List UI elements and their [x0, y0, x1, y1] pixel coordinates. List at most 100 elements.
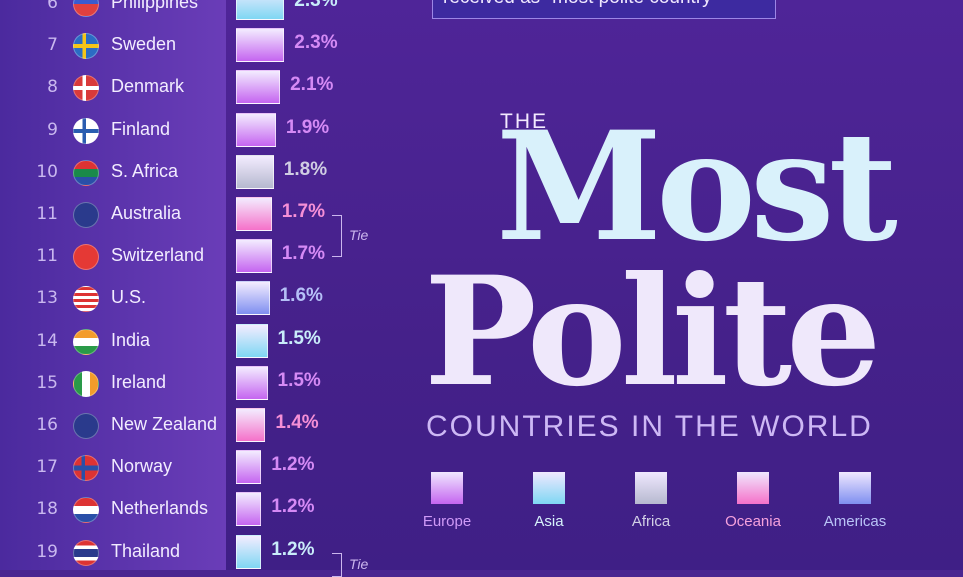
rank-label: 8: [47, 77, 58, 98]
rank-label: 9: [47, 119, 58, 140]
title-polite: Polite: [424, 244, 881, 420]
rank-label: 7: [47, 35, 58, 56]
flag-icon: [73, 286, 99, 313]
flag-icon: [73, 413, 99, 439]
flag-icon: [73, 244, 99, 271]
chart-row: 7 Sweden 2.3%: [0, 25, 420, 67]
chart-row: 8 Denmark 2.1%: [0, 67, 420, 109]
bar: [236, 408, 266, 442]
country-label: Ireland: [111, 371, 167, 392]
rank-label: 6: [47, 0, 58, 13]
legend-label: Africa: [631, 513, 671, 530]
rank-label: 18: [36, 499, 58, 520]
country-label: India: [111, 329, 151, 350]
chart-row: 11 Australia 1.7%: [0, 194, 420, 236]
bar: [236, 28, 285, 63]
country-label: Australia: [111, 203, 182, 223]
bar: [236, 239, 272, 274]
chart-row: 18 Netherlands 1.2%: [0, 489, 420, 531]
rank-label: 19: [36, 541, 58, 562]
value-label: 2.3%: [294, 32, 338, 54]
chart-row: 14 India 1.5%: [0, 321, 420, 363]
tie-label: Tie: [349, 227, 369, 244]
chart-row: 11 Switzerland 1.7%: [0, 236, 420, 278]
value-label: 1.4%: [275, 412, 319, 433]
legend-label: Oceania: [725, 513, 781, 530]
flag-icon: [73, 75, 99, 102]
legend-item: Asia: [504, 472, 594, 530]
value-label: 1.7%: [281, 201, 325, 222]
bar: [236, 323, 268, 358]
value-label: 1.2%: [271, 496, 315, 518]
legend-label: Americas: [823, 513, 887, 530]
value-label: 2.1%: [290, 74, 334, 96]
legend-item: Oceania: [708, 472, 798, 530]
ranking-panel: [0, 0, 226, 570]
flag-icon: [73, 497, 99, 524]
flag-icon: [73, 370, 99, 397]
legend-swatch: [737, 472, 769, 504]
flag-icon: [73, 202, 99, 228]
value-label: 1.5%: [277, 327, 321, 349]
chart-row: 13 U.S. 1.6%: [0, 278, 420, 320]
chart-row: 6 Philippines 2.3%: [0, 0, 420, 25]
country-label: S. Africa: [111, 160, 179, 181]
rank-label: 17: [36, 457, 58, 478]
country-label: Sweden: [111, 34, 177, 55]
country-label: Netherlands: [111, 498, 209, 519]
value-label: 2.3%: [294, 0, 338, 11]
flag-icon: [73, 328, 99, 355]
legend-label: Asia: [534, 513, 564, 530]
value-label: 1.5%: [277, 369, 321, 391]
flag-icon: [73, 33, 99, 60]
rank-label: 14: [36, 330, 58, 351]
legend-swatch: [431, 472, 463, 504]
flag-icon: [73, 159, 99, 186]
value-label: 1.6%: [279, 285, 323, 307]
bar: [236, 534, 262, 569]
country-label: U.S.: [111, 287, 147, 308]
value-label: 1.2%: [271, 538, 315, 560]
legend-item: Europe: [402, 472, 492, 530]
chart-row: 19 Thailand 1.2%: [0, 532, 420, 574]
title-most: Most: [496, 99, 898, 275]
chart-row: 17 Norway 1.2%: [0, 447, 420, 489]
title-the: THE: [500, 110, 548, 133]
rank-label: 15: [36, 372, 58, 393]
legend-label: Europe: [422, 513, 472, 530]
country-label: Finland: [111, 118, 171, 139]
country-label: Norway: [111, 456, 173, 477]
bar: [236, 0, 285, 20]
flag-icon: [73, 117, 99, 144]
tie-label: Tie: [349, 555, 369, 572]
bar: [236, 70, 281, 105]
country-label: Thailand: [111, 540, 181, 561]
flag-icon: [73, 539, 99, 566]
rank-label: 13: [36, 288, 58, 309]
country-label: Denmark: [111, 76, 185, 97]
rank-label: 11: [36, 204, 58, 224]
tie-bracket: [332, 552, 342, 577]
country-label: New Zealand: [111, 414, 218, 434]
legend-swatch: [533, 472, 565, 504]
country-label: Switzerland: [111, 245, 205, 266]
note-box: received as "most polite country": [432, 0, 776, 19]
chart-row: 9 Finland 1.9%: [0, 110, 420, 152]
subtitle: COUNTRIES IN THE WORLD: [426, 410, 873, 443]
bar: [236, 112, 276, 147]
rank-label: 10: [36, 161, 58, 182]
flag-icon: [73, 455, 99, 482]
country-label: Philippines: [111, 0, 199, 12]
rank-label: 11: [36, 246, 58, 267]
chart-row: 10 S. Africa 1.8%: [0, 152, 420, 194]
chart-row: 16 New Zealand 1.4%: [0, 405, 420, 447]
value-label: 1.2%: [271, 454, 315, 476]
tie-bracket: [332, 215, 342, 258]
flag-icon: [73, 0, 99, 17]
legend-item: Americas: [810, 472, 900, 530]
rank-label: 16: [36, 415, 58, 435]
chart-row: 15 Ireland 1.5%: [0, 363, 420, 405]
value-label: 1.9%: [285, 116, 330, 138]
value-label: 1.8%: [283, 158, 328, 180]
value-label: 1.7%: [281, 243, 325, 265]
